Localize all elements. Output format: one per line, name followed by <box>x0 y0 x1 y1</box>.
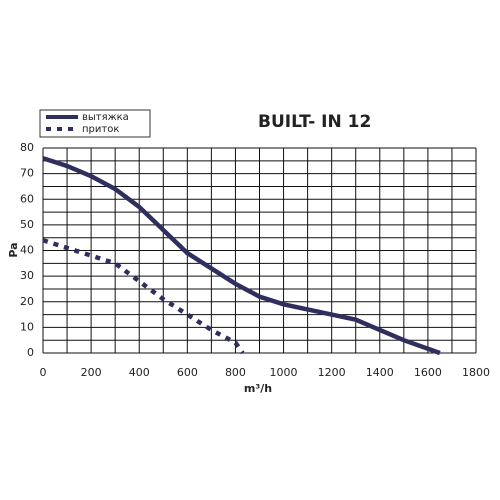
x-tick-label: 1000 <box>270 366 298 379</box>
x-tick-label: 1800 <box>462 366 490 379</box>
y-axis-label: Pa <box>7 242 20 257</box>
y-tick-label: 20 <box>20 295 34 308</box>
y-tick-label: 80 <box>20 141 34 154</box>
x-tick-label: 0 <box>40 366 47 379</box>
x-tick-label: 200 <box>81 366 102 379</box>
x-tick-label: 1200 <box>318 366 346 379</box>
series-line <box>42 238 245 355</box>
y-tick-label: 10 <box>20 320 34 333</box>
x-axis-label: m³/h <box>244 382 272 395</box>
y-tick-label: 40 <box>20 244 34 257</box>
series-line <box>42 156 441 356</box>
x-tick-label: 1600 <box>414 366 442 379</box>
x-tick-label: 400 <box>129 366 150 379</box>
x-tick-label: 800 <box>225 366 246 379</box>
chart-title: BUILT- IN 12 <box>258 112 371 132</box>
x-tick-label: 1400 <box>366 366 394 379</box>
y-tick-label: 50 <box>20 218 34 231</box>
y-tick-label: 30 <box>20 269 34 282</box>
y-tick-label: 60 <box>20 192 34 205</box>
y-tick-label: 70 <box>20 167 34 180</box>
y-tick-label: 0 <box>27 346 34 359</box>
legend-box <box>39 109 151 138</box>
legend-label: вытяжка <box>82 112 129 123</box>
x-tick-label: 600 <box>177 366 198 379</box>
legend-label: приток <box>82 124 119 135</box>
